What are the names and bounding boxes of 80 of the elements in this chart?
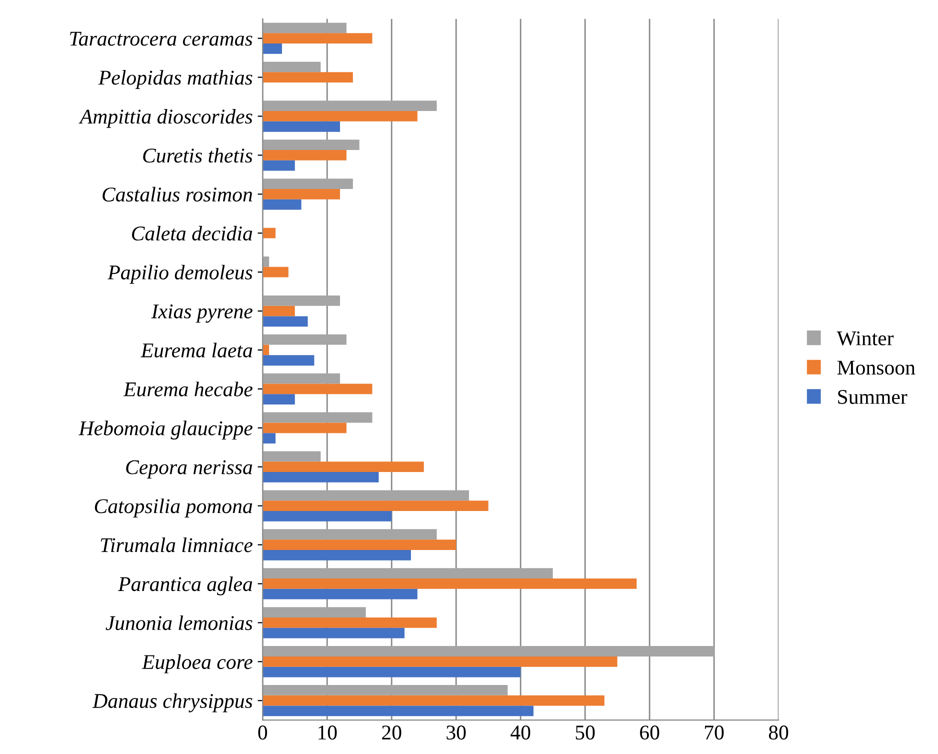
bar	[262, 306, 295, 316]
bar	[262, 22, 346, 34]
bar	[262, 384, 372, 394]
bar	[262, 121, 340, 132]
bar	[262, 490, 469, 501]
bar	[262, 178, 353, 189]
bar	[262, 617, 437, 628]
bar	[262, 500, 488, 512]
bar	[262, 685, 508, 696]
x-tick-label: 50	[576, 726, 595, 740]
bar	[262, 451, 321, 462]
bar	[262, 529, 437, 540]
y-tick-label: Tirumala limniace	[100, 538, 252, 552]
bar	[262, 111, 418, 122]
y-tick-label: Junonia lemonias	[106, 615, 252, 630]
y-tick-label: Caleta decidia	[132, 226, 252, 241]
bar	[262, 373, 340, 384]
bar	[262, 578, 637, 589]
y-tick-label: Catopsilia pomona	[94, 498, 252, 518]
bar	[262, 44, 282, 54]
bar	[262, 628, 405, 638]
y-tick-label: Taractrocera ceramas	[70, 32, 252, 46]
y-tick-label: Castalius rosimon	[102, 186, 252, 202]
bar	[262, 588, 418, 600]
bar	[262, 568, 553, 579]
y-tick-label: Eurema laeta	[140, 342, 252, 358]
bar	[262, 256, 270, 267]
bar	[262, 695, 604, 706]
bar	[262, 462, 424, 472]
bar	[262, 394, 295, 405]
bar	[262, 540, 456, 550]
y-tick-label: Danaus chrysippus	[92, 693, 252, 712]
legend-label: Summer	[838, 390, 908, 404]
bar	[262, 160, 295, 171]
bar	[262, 100, 437, 112]
bar	[262, 228, 276, 238]
bar	[262, 433, 276, 444]
x-tick-label: 0	[258, 726, 268, 740]
x-tick-label: 30	[446, 726, 466, 740]
bar	[262, 666, 521, 678]
bar	[262, 511, 392, 522]
x-tick-label: 60	[640, 726, 660, 740]
y-tick-label: Papilio demoleus	[108, 264, 252, 284]
x-tick-label: 10	[318, 726, 337, 740]
legend-label: Winter	[836, 331, 894, 346]
legend-label: Monsoon	[837, 360, 916, 375]
bar	[262, 33, 372, 44]
bar	[262, 150, 346, 160]
bar	[262, 266, 288, 278]
y-tick-label: Curetis thetis	[143, 148, 252, 163]
bar	[262, 607, 366, 618]
bar	[262, 188, 340, 200]
y-tick-label: Parantica aglea	[118, 576, 252, 596]
y-tick-label: Hebomoia glaucippe	[78, 420, 252, 440]
x-tick-label: 20	[382, 726, 402, 740]
bar	[262, 472, 379, 482]
bar	[262, 140, 360, 150]
y-tick-label: Ampittia dioscorides	[78, 109, 252, 128]
x-tick-label: 70	[705, 726, 724, 740]
bar	[262, 412, 372, 423]
x-tick-label: 40	[510, 726, 530, 740]
y-tick-label: Ixias pyrene	[151, 304, 252, 323]
bar	[262, 706, 534, 716]
y-tick-label: Eurema hecabe	[123, 382, 252, 396]
y-tick-label: Pelopidas mathias	[98, 70, 252, 89]
bar	[262, 72, 353, 82]
bar	[262, 656, 618, 667]
bar	[262, 199, 302, 210]
bar	[262, 550, 411, 560]
y-tick-label: Euploea core	[142, 654, 252, 674]
bar	[262, 334, 346, 345]
bar	[262, 316, 308, 327]
bar	[262, 646, 714, 656]
bar	[262, 422, 346, 434]
x-tick-label: 80	[768, 726, 788, 740]
bar	[262, 62, 321, 72]
bar	[262, 355, 314, 366]
bar	[262, 344, 270, 356]
bar	[262, 295, 340, 306]
y-tick-label: Cepora nerissa	[126, 460, 252, 479]
